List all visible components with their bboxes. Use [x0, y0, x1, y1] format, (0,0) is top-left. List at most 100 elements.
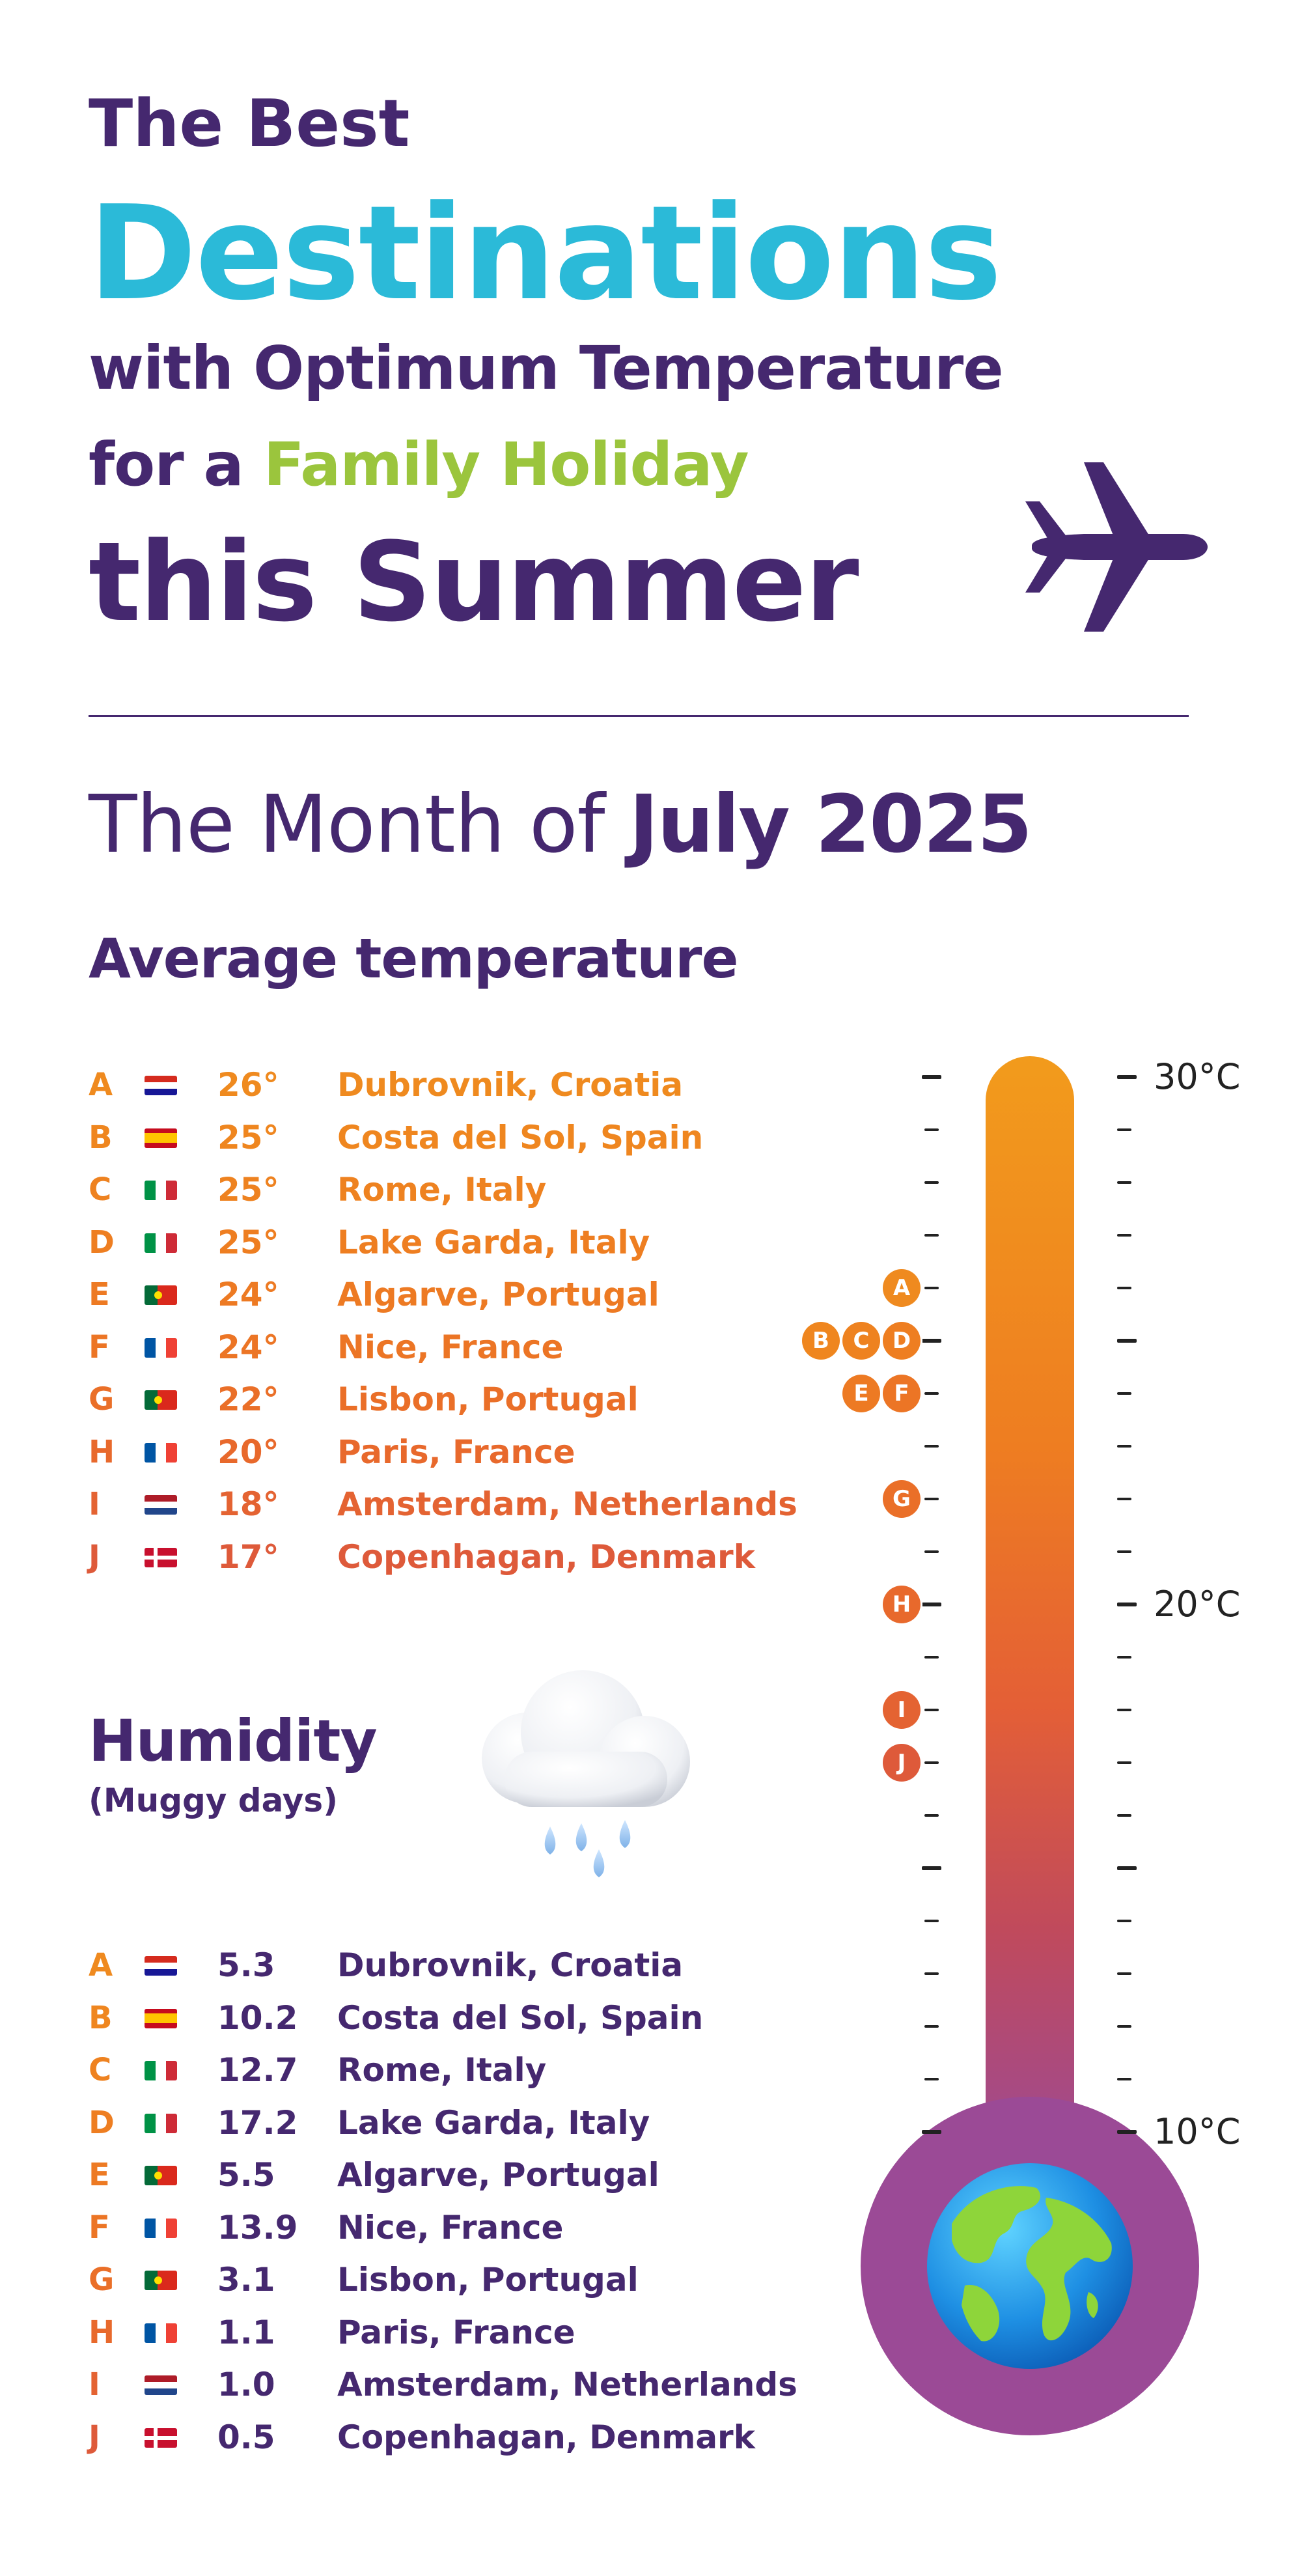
- humidity-row: D 17.2 Lake Garda, Italy: [0, 2103, 846, 2142]
- row-letter: A: [89, 1067, 113, 1103]
- temperature-row: A 26° Dubrovnik, Croatia: [0, 1065, 846, 1104]
- minor-tick: [1117, 1972, 1131, 1975]
- destination-name: Algarve, Portugal: [337, 2156, 659, 2194]
- minor-tick: [1117, 1550, 1131, 1553]
- humidity-value: 1.1: [217, 2313, 275, 2351]
- minor-tick: [924, 1392, 939, 1395]
- temperature-value: 26°: [217, 1066, 279, 1104]
- minor-tick: [924, 1234, 939, 1237]
- title-family-holiday: Family Holiday: [263, 430, 749, 499]
- temperature-value: 25°: [217, 1118, 279, 1156]
- netherlands-flag: [145, 2375, 177, 2395]
- thermometer-marker: I: [883, 1691, 921, 1729]
- airplane-icon: [1025, 462, 1208, 632]
- major-tick: [1117, 2130, 1137, 2134]
- humidity-value: 13.9: [217, 2208, 298, 2247]
- row-letter: H: [89, 2314, 115, 2351]
- title-line-1: The Best: [89, 85, 410, 161]
- row-letter: F: [89, 2209, 110, 2246]
- minor-tick: [924, 1550, 939, 1553]
- temperature-value: 25°: [217, 1171, 279, 1209]
- destination-name: Rome, Italy: [337, 1171, 547, 1209]
- destination-name: Algarve, Portugal: [337, 1276, 659, 1313]
- destination-name: Copenhagan, Denmark: [337, 2418, 755, 2456]
- scale-label: 30°C: [1154, 1056, 1241, 1097]
- row-letter: A: [89, 1947, 113, 1983]
- row-letter: J: [89, 1538, 100, 1575]
- month-heading: The Month of July 2025: [89, 785, 1032, 864]
- row-letter: E: [89, 1276, 110, 1313]
- earth-globe-icon: [927, 2163, 1133, 2369]
- minor-tick: [1117, 1920, 1131, 1922]
- minor-tick: [1117, 1392, 1131, 1395]
- minor-tick: [1117, 1445, 1131, 1448]
- humidity-value: 12.7: [217, 2051, 298, 2089]
- spain-flag: [145, 1128, 177, 1148]
- humidity-row: A 5.3 Dubrovnik, Croatia: [0, 1946, 846, 1985]
- temperature-row: D 25° Lake Garda, Italy: [0, 1223, 846, 1262]
- humidity-row: F 13.9 Nice, France: [0, 2208, 846, 2247]
- minor-tick: [1117, 1814, 1131, 1817]
- temperature-value: 20°: [217, 1433, 279, 1471]
- minor-tick: [1117, 2025, 1131, 2028]
- minor-tick: [1117, 1234, 1131, 1237]
- row-letter: H: [89, 1433, 115, 1470]
- major-tick: [922, 1339, 941, 1343]
- croatia-flag: [145, 1076, 177, 1095]
- minor-tick: [924, 1498, 939, 1500]
- minor-tick: [924, 1920, 939, 1922]
- portugal-flag: [145, 2166, 177, 2185]
- denmark-flag: [145, 2428, 177, 2448]
- france-flag: [145, 1337, 177, 1358]
- humidity-row: H 1.1 Paris, France: [0, 2313, 846, 2352]
- row-letter: J: [89, 2418, 100, 2456]
- thermometer-marker: F: [883, 1375, 921, 1412]
- row-letter: I: [89, 1486, 100, 1522]
- minor-tick: [924, 1761, 939, 1764]
- row-letter: D: [89, 1224, 115, 1261]
- temperature-row: E 24° Algarve, Portugal: [0, 1275, 846, 1314]
- minor-tick: [1117, 1656, 1131, 1659]
- minor-tick: [924, 1972, 939, 1975]
- minor-tick: [924, 2025, 939, 2028]
- destination-name: Dubrovnik, Croatia: [337, 1066, 684, 1104]
- temperature-row: B 25° Costa del Sol, Spain: [0, 1118, 846, 1157]
- destination-name: Lisbon, Portugal: [337, 1380, 639, 1418]
- croatia-flag: [145, 1956, 177, 1976]
- major-tick: [922, 1866, 941, 1870]
- destination-name: Nice, France: [337, 1328, 564, 1366]
- minor-tick: [1117, 1709, 1131, 1711]
- month-value: July 2025: [629, 778, 1032, 871]
- temperature-row: J 17° Copenhagan, Denmark: [0, 1537, 846, 1576]
- humidity-value: 10.2: [217, 1998, 298, 2037]
- humidity-row: J 0.5 Copenhagan, Denmark: [0, 2418, 846, 2457]
- thermometer-marker: B: [802, 1322, 840, 1360]
- denmark-flag: [145, 1547, 177, 1567]
- destination-name: Costa del Sol, Spain: [337, 1118, 704, 1156]
- italy-flag: [145, 2061, 177, 2080]
- italy-flag: [145, 1233, 177, 1253]
- title-destinations: Destinations: [89, 178, 1002, 329]
- temperature-value: 22°: [217, 1380, 279, 1418]
- humidity-value: 5.3: [217, 1946, 275, 1984]
- humidity-value: 3.1: [217, 2261, 275, 2299]
- minor-tick: [924, 2078, 939, 2080]
- minor-tick: [1117, 1287, 1131, 1289]
- minor-tick: [924, 1181, 939, 1184]
- italy-flag: [145, 2113, 177, 2133]
- destination-name: Dubrovnik, Croatia: [337, 1946, 684, 1984]
- humidity-value: 1.0: [217, 2366, 275, 2403]
- minor-tick: [1117, 1181, 1131, 1184]
- minor-tick: [924, 1709, 939, 1711]
- thermometer-tube: [986, 1056, 1074, 2176]
- portugal-flag: [145, 2271, 177, 2290]
- minor-tick: [924, 1814, 939, 1817]
- temperature-value: 18°: [217, 1485, 279, 1523]
- row-letter: D: [89, 2104, 115, 2141]
- row-letter: F: [89, 1328, 110, 1365]
- temperature-row: H 20° Paris, France: [0, 1433, 846, 1472]
- temperature-row: G 22° Lisbon, Portugal: [0, 1380, 846, 1419]
- scale-label: 20°C: [1154, 1584, 1241, 1625]
- row-letter: I: [89, 2366, 100, 2403]
- france-flag: [145, 1442, 177, 1463]
